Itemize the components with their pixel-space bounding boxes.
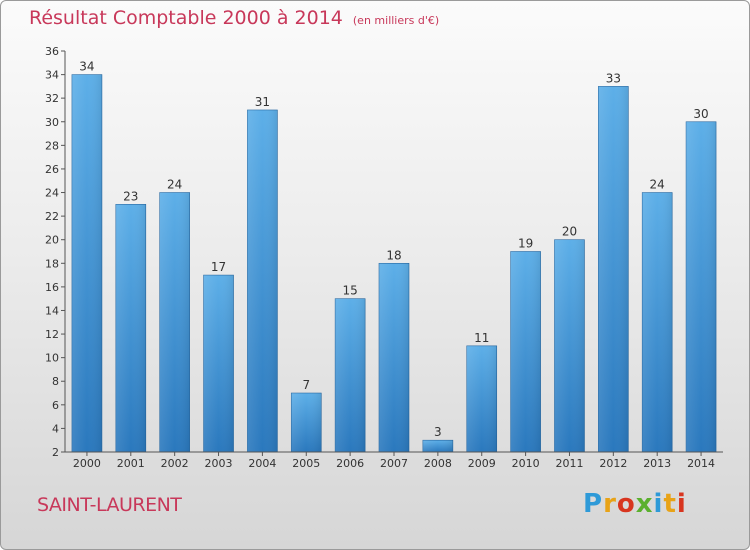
y-tick-label: 4 [52,422,59,435]
bar-shine [247,109,278,453]
y-tick-label: 2 [52,446,59,459]
bar-shine [159,192,190,452]
proxiti-logo: Proxiti [583,489,687,519]
bar-shine [554,239,585,452]
data-label: 18 [386,248,401,262]
logo-letter: r [603,489,617,519]
x-tick-label: 2014 [687,457,715,470]
x-tick-label: 2012 [599,457,627,470]
bar-shine [642,192,673,452]
y-tick-label: 6 [52,399,59,412]
logo-letter: P [583,489,604,519]
y-tick-label: 22 [45,210,59,223]
title-text: Résultat Comptable 2000 à 2014 [29,7,343,29]
x-tick-label: 2008 [424,457,452,470]
chart-title: Résultat Comptable 2000 à 2014 (en millie… [29,7,439,29]
y-tick-label: 30 [45,116,59,129]
x-tick-label: 2011 [555,457,583,470]
y-tick-label: 8 [52,375,59,388]
y-tick-label: 16 [45,281,59,294]
data-label: 24 [650,178,665,192]
bars: 34 23 24 17 31 7 15 18 3 11 19 20 33 24 30 [71,60,717,453]
y-tick-label: 12 [45,328,59,341]
y-tick-label: 18 [45,257,59,270]
data-label: 33 [606,71,621,85]
x-tick-label: 2003 [205,457,233,470]
logo-letter: i [676,489,687,519]
x-tick-label: 2002 [161,457,189,470]
x-tick-label: 2010 [512,457,540,470]
commune-name: SAINT-LAURENT [37,494,182,516]
bar-shine [71,74,102,453]
logo-letter: x [635,489,654,519]
y-tick-label: 26 [45,163,59,176]
bar-shine [598,86,629,452]
data-label: 7 [302,378,310,392]
bar-shine [291,393,322,452]
y-tick-label: 14 [45,304,59,317]
y-tick-label: 36 [45,45,59,58]
x-tick-label: 2007 [380,457,408,470]
bar-shine [466,345,497,452]
data-label: 20 [562,225,577,239]
y-tick-label: 20 [45,234,59,247]
data-label: 17 [211,260,226,274]
bar-shine [422,440,453,452]
data-label: 34 [79,60,94,74]
bar-shine [335,298,366,452]
x-tick-label: 2006 [336,457,364,470]
title-unit: (en milliers d'€) [352,14,440,27]
bar-shine [510,251,541,452]
y-tick-label: 28 [45,139,59,152]
data-label: 31 [255,95,270,109]
bar-shine [379,263,409,452]
y-tick-label: 34 [45,69,59,82]
data-label: 23 [123,189,138,203]
x-tick-label: 2005 [292,457,320,470]
bar-shine [203,275,234,452]
logo-letter: t [663,489,677,519]
data-label: 24 [167,178,182,192]
logo-letter: i [653,489,664,519]
y-tick-label: 32 [45,92,59,105]
data-label: 3 [434,425,442,439]
logo-letter: o [616,489,636,519]
x-axis: 2000 2001 2002 2003 2004 2005 2006 2007 2008 2009… [65,451,723,470]
data-label: 30 [693,107,708,121]
x-tick-label: 2001 [117,457,145,470]
data-label: 15 [342,284,357,298]
bar-shine [115,204,146,452]
x-tick-label: 2013 [643,457,671,470]
bar-shine [686,121,717,452]
y-tick-label: 24 [45,187,59,200]
y-tick-label: 10 [45,352,59,365]
data-label: 19 [518,237,533,251]
x-tick-label: 2004 [248,457,276,470]
x-tick-label: 2000 [73,457,101,470]
x-tick-label: 2009 [468,457,496,470]
data-label: 11 [474,331,489,345]
